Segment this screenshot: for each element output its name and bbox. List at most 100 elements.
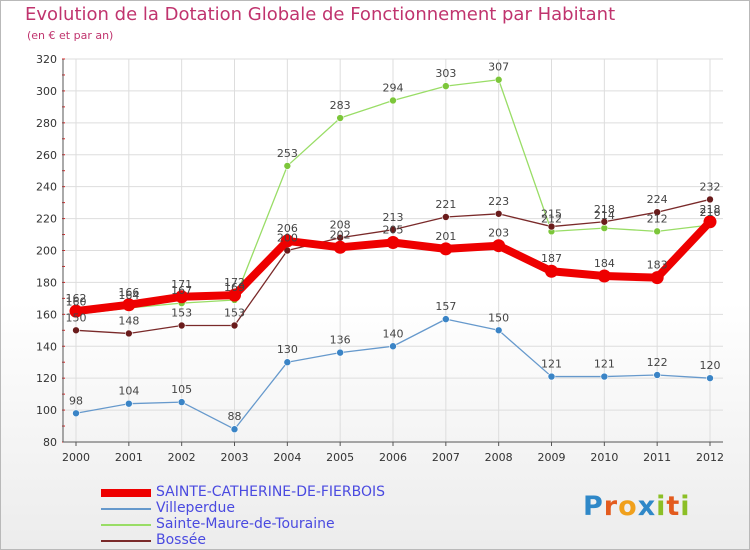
data-point (600, 217, 609, 226)
data-point (175, 290, 189, 304)
data-label: 223 (488, 195, 509, 208)
legend-label: Villeperdue (156, 500, 235, 516)
data-point (703, 215, 717, 229)
x-tick-label: 2000 (62, 451, 90, 464)
data-label: 88 (228, 410, 242, 423)
data-point (442, 315, 450, 323)
data-label: 200 (277, 232, 298, 245)
data-label: 150 (488, 311, 509, 324)
data-label: 201 (435, 230, 456, 243)
data-point (389, 96, 397, 105)
x-tick-label: 2008 (485, 451, 513, 464)
data-point (653, 371, 661, 379)
x-tick-label: 2007 (432, 451, 460, 464)
legend-swatch (101, 524, 151, 526)
y-tick-label: 320 (36, 53, 57, 66)
y-tick-label: 180 (36, 276, 57, 289)
x-tick-label: 2012 (696, 451, 724, 464)
data-point (706, 374, 714, 382)
data-point (122, 298, 136, 312)
data-label: 162 (66, 292, 87, 305)
data-point (389, 225, 397, 234)
proxiti-logo: Proxiti (583, 491, 691, 522)
data-point (653, 208, 661, 216)
data-point (547, 372, 556, 381)
data-point (386, 236, 400, 250)
data-label: 283 (330, 99, 351, 112)
data-label: 171 (171, 278, 192, 291)
data-label: 224 (647, 193, 668, 206)
data-point (442, 213, 450, 221)
data-label: 153 (171, 307, 192, 320)
logo-letter: x (637, 491, 657, 522)
data-point (230, 321, 239, 330)
data-point (650, 271, 664, 285)
data-point (389, 342, 397, 351)
y-tick-label: 260 (36, 149, 57, 162)
logo-letter: i (656, 491, 667, 522)
data-label: 172 (224, 276, 245, 289)
data-label: 104 (118, 385, 139, 398)
x-tick-label: 2001 (115, 451, 143, 464)
y-tick-label: 120 (36, 372, 57, 385)
x-tick-label: 2006 (379, 451, 407, 464)
y-tick-label: 300 (36, 85, 57, 98)
data-label: 105 (171, 383, 192, 396)
logo-letter: P (583, 491, 604, 522)
data-label: 121 (594, 358, 615, 371)
data-point (230, 425, 239, 434)
legend-swatch (101, 540, 151, 542)
y-tick-label: 280 (36, 117, 57, 130)
data-label: 206 (277, 222, 298, 235)
logo-letter: o (618, 491, 638, 522)
legend-swatch (101, 508, 151, 510)
data-label: 164 (118, 289, 139, 302)
data-point (653, 227, 661, 236)
data-label: 157 (435, 300, 456, 313)
data-label: 153 (224, 307, 245, 320)
data-point (494, 326, 503, 335)
data-label: 232 (700, 180, 721, 193)
data-label: 184 (594, 257, 615, 270)
data-point (69, 304, 83, 318)
x-tick-label: 2003 (221, 451, 249, 464)
data-label: 121 (541, 358, 562, 371)
data-point (545, 264, 558, 278)
y-tick-label: 80 (43, 436, 57, 449)
logo-letter: t (666, 491, 681, 522)
data-label: 303 (435, 67, 456, 80)
data-point (600, 372, 609, 381)
y-tick-label: 100 (36, 404, 57, 417)
data-point (492, 239, 506, 253)
data-label: 167 (171, 284, 192, 297)
data-point (547, 222, 556, 231)
data-label: 216 (700, 206, 721, 219)
data-label: 294 (383, 81, 404, 94)
data-label: 130 (277, 343, 298, 356)
data-point (177, 398, 186, 406)
data-label: 203 (488, 227, 509, 240)
legend-swatch (101, 489, 151, 497)
data-label: 169 (224, 281, 245, 294)
legend-label: SAINTE-CATHERINE-DE-FIERBOIS (156, 484, 386, 500)
y-tick-label: 160 (36, 308, 57, 321)
data-label: 205 (383, 224, 404, 237)
data-label: 221 (435, 198, 456, 211)
x-tick-label: 2011 (643, 451, 671, 464)
legend-label: Bossée (156, 532, 206, 548)
data-point (494, 75, 503, 84)
data-label: 212 (647, 212, 668, 225)
chart-subtitle: (en € et par an) (27, 29, 114, 42)
data-point (283, 162, 292, 170)
y-tick-label: 220 (36, 213, 57, 226)
data-label: 148 (118, 314, 139, 327)
data-point (125, 399, 133, 408)
data-label: 187 (541, 252, 562, 265)
y-tick-label: 200 (36, 245, 57, 258)
logo-letter: r (603, 491, 619, 522)
legend-label: Sainte-Maure-de-Touraine (156, 516, 335, 532)
data-label: 214 (594, 209, 615, 222)
data-point (442, 82, 450, 90)
